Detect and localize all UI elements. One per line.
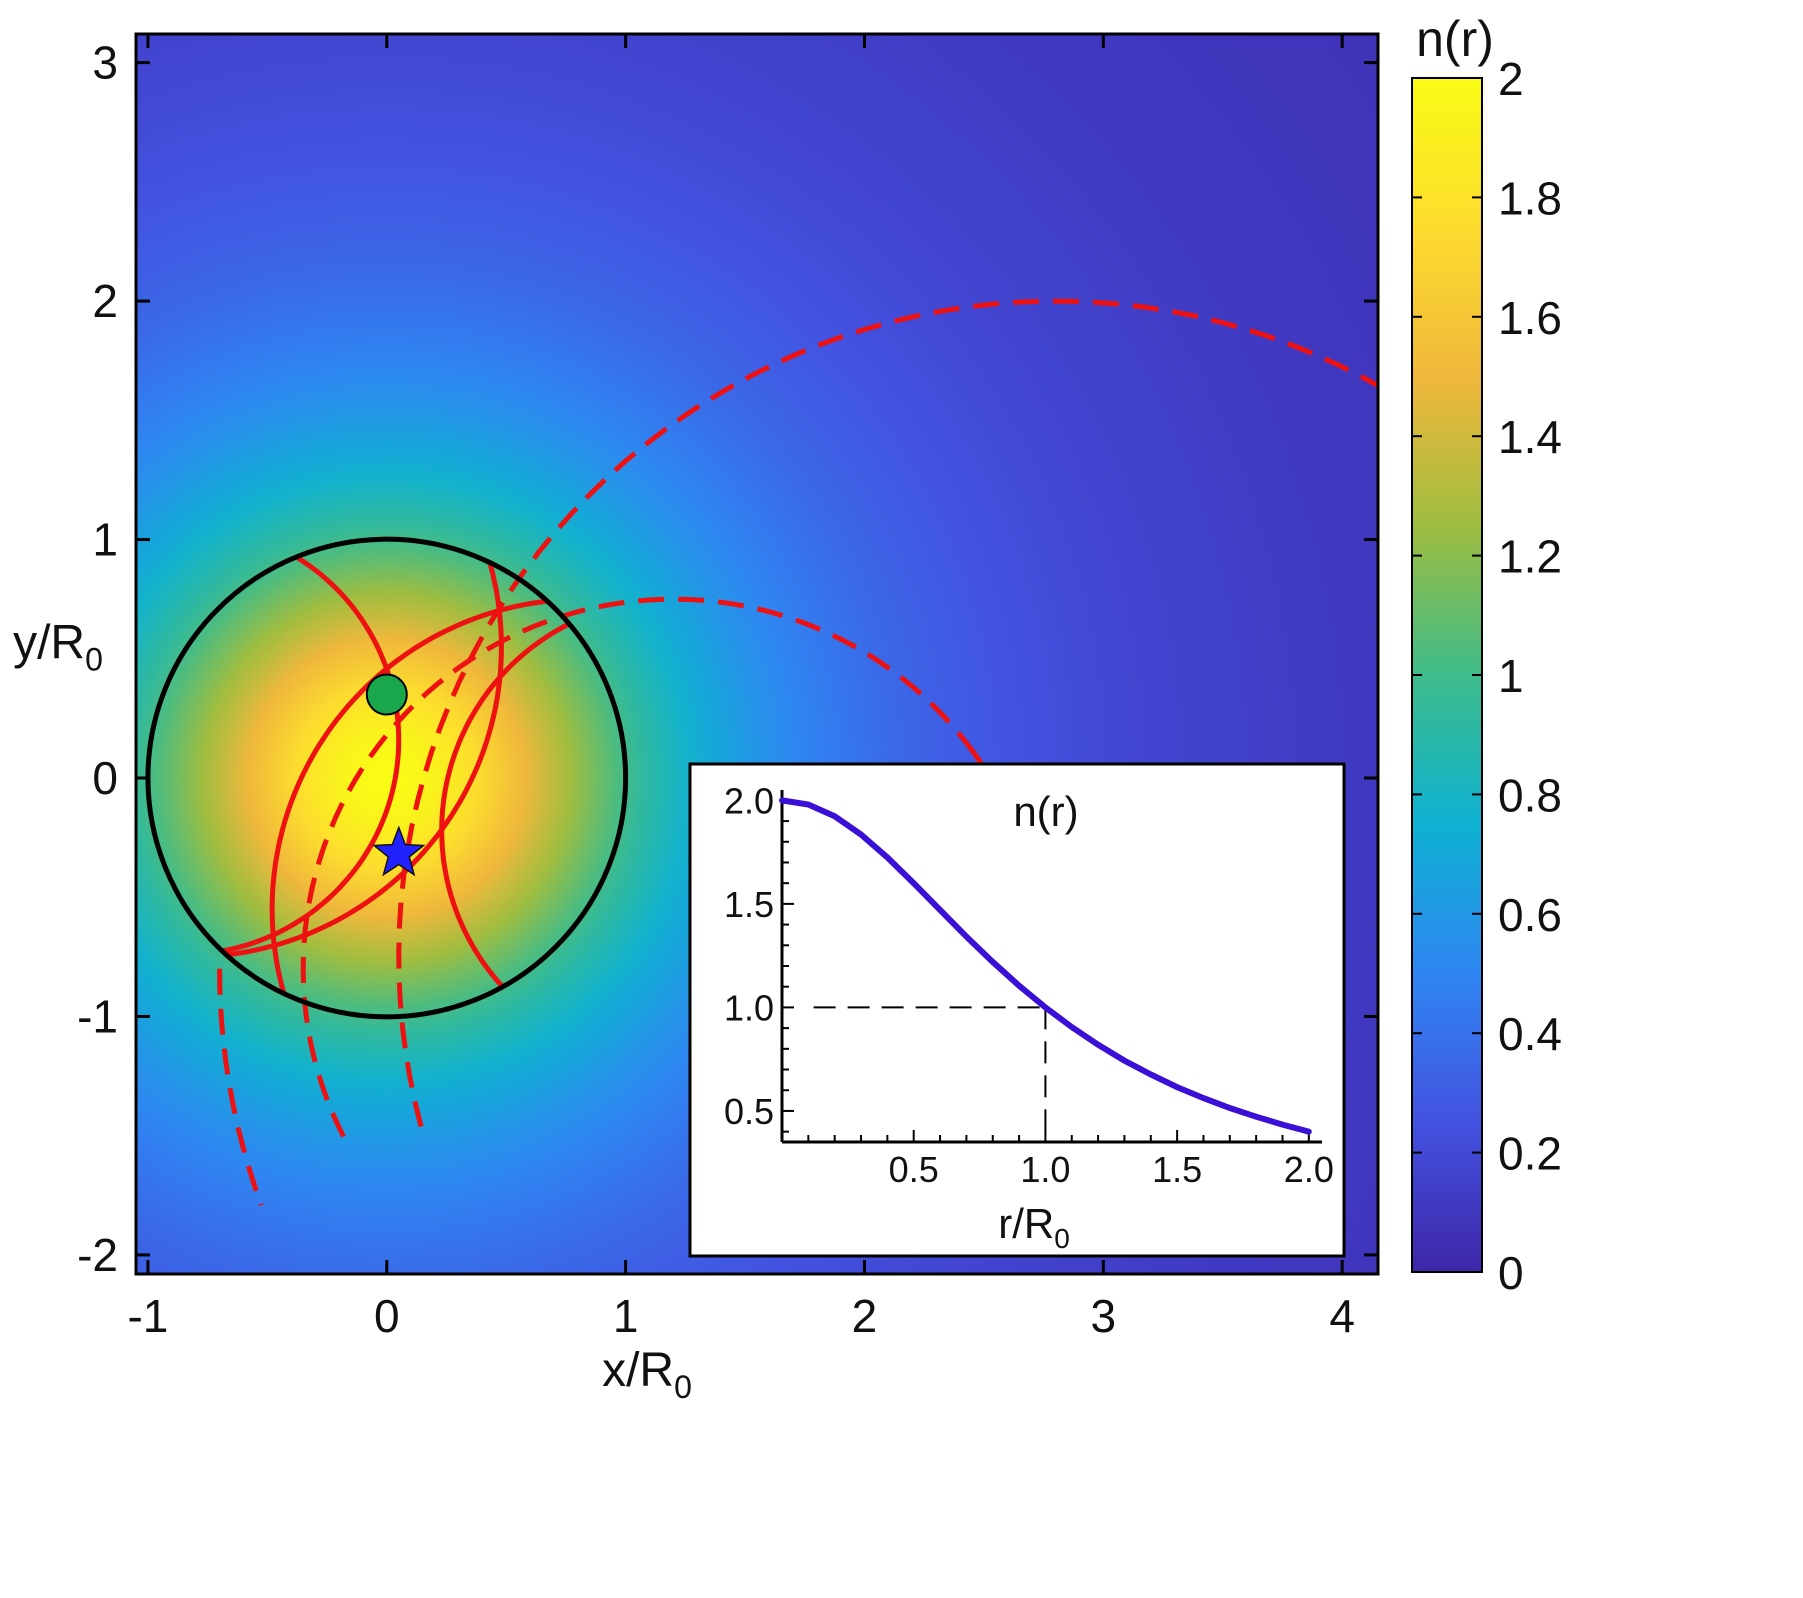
colorbar-tick-label: 1.8 bbox=[1498, 172, 1562, 224]
inset-profile-line bbox=[779, 797, 1312, 1135]
colorbar-label: n(r) bbox=[1416, 11, 1494, 67]
outer-arc-lower bbox=[300, 596, 997, 1138]
inset-x-tick-label: 1.5 bbox=[1152, 1149, 1202, 1190]
colorbar-tick-label: 1 bbox=[1498, 650, 1524, 702]
inset-y-tick-label: 1.5 bbox=[724, 884, 774, 925]
ray-4 bbox=[269, 598, 548, 994]
y-tick-label: -1 bbox=[77, 990, 118, 1042]
outer-arc-lower-left bbox=[217, 968, 264, 1207]
x-tick-label: 2 bbox=[852, 1290, 878, 1342]
inset-title: n(r) bbox=[1013, 788, 1078, 835]
ray-layer bbox=[217, 298, 1378, 1207]
colorbar-tick-label: 0.6 bbox=[1498, 889, 1562, 941]
inset-x-tick-label: 1.0 bbox=[1020, 1149, 1070, 1190]
inset-x-tick-label: 0.5 bbox=[889, 1149, 939, 1190]
inset-box bbox=[688, 762, 1346, 1258]
inset-y-tick-label: 2.0 bbox=[724, 780, 774, 821]
y-axis-label: y/R0 bbox=[13, 616, 103, 677]
colorbar-tick-label: 2 bbox=[1498, 53, 1524, 105]
ray-3 bbox=[226, 562, 504, 958]
colorbar-tick-label: 1.4 bbox=[1498, 411, 1562, 463]
y-tick-label: 0 bbox=[92, 752, 118, 804]
y-tick-label: 3 bbox=[92, 37, 118, 89]
colorbar-tick-label: 1.6 bbox=[1498, 292, 1562, 344]
colorbar: 0 0.2 0.4 0.6 0.8 1 1.2 1.4 1.6 1.8 2 n(r) bbox=[1411, 11, 1562, 1299]
y-tick-label: -2 bbox=[77, 1229, 118, 1281]
x-tick-label: 1 bbox=[613, 1290, 639, 1342]
x-tick-label: 3 bbox=[1091, 1290, 1117, 1342]
inset-x-axis-label: r/R0 bbox=[998, 1200, 1070, 1254]
ray-1 bbox=[221, 555, 402, 954]
image-point-marker bbox=[365, 673, 408, 716]
outer-arc-upper bbox=[396, 298, 1378, 1128]
colorbar-gradient bbox=[1411, 77, 1483, 1273]
x-axis-label: x/R0 bbox=[602, 1344, 692, 1405]
ray-2 bbox=[439, 621, 571, 989]
colorbar-tick-label: 0.4 bbox=[1498, 1008, 1562, 1060]
x-tick-label: 4 bbox=[1329, 1290, 1355, 1342]
source-point-marker bbox=[372, 825, 426, 877]
colorbar-ticks: 0 0.2 0.4 0.6 0.8 1 1.2 1.4 1.6 1.8 2 bbox=[1412, 53, 1562, 1299]
inset: 0.5 1.0 1.5 2.0 0.5 1.0 1.5 2.0 n(r) r/R0 bbox=[688, 762, 1346, 1258]
plot-frame bbox=[134, 32, 1380, 1276]
y-tick-label: 1 bbox=[92, 514, 118, 566]
inset-axes: 0.5 1.0 1.5 2.0 0.5 1.0 1.5 2.0 bbox=[724, 780, 1334, 1190]
x-tick-label: 0 bbox=[374, 1290, 400, 1342]
y-tick-label: 2 bbox=[92, 275, 118, 327]
inset-x-tick-label: 2.0 bbox=[1284, 1149, 1334, 1190]
colorbar-tick-label: 1.2 bbox=[1498, 531, 1562, 583]
colorbar-tick-label: 0.2 bbox=[1498, 1128, 1562, 1180]
x-tick-label: -1 bbox=[127, 1290, 168, 1342]
inset-y-tick-label: 1.0 bbox=[724, 987, 774, 1028]
inset-y-tick-label: 0.5 bbox=[724, 1091, 774, 1132]
colorbar-tick-label: 0 bbox=[1498, 1247, 1524, 1299]
colorbar-tick-label: 0.8 bbox=[1498, 769, 1562, 821]
